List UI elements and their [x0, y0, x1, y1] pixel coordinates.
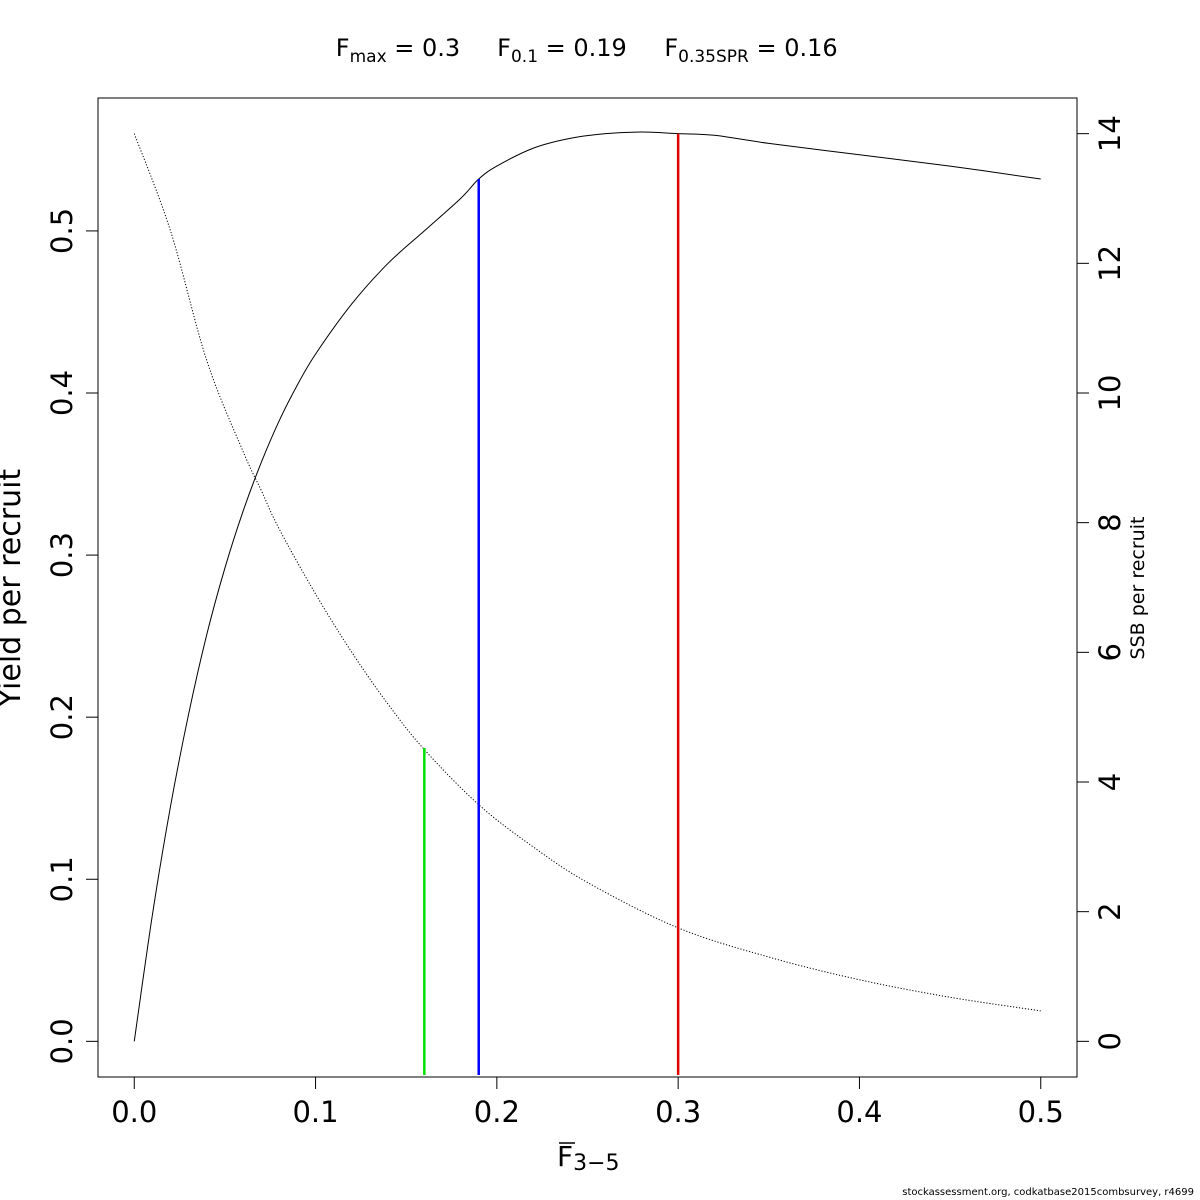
plot-frame	[97, 97, 1078, 1078]
title-fmax: Fmax = 0.3	[336, 34, 460, 67]
y-right-tick-label: 6	[1093, 643, 1127, 661]
y-axis-right: 0 2 4 6 8 10 12 14	[1076, 115, 1127, 1051]
footer-credit: stockassessment.org, codkatbase2015combs…	[902, 1187, 1194, 1198]
y-right-tick-label: 8	[1093, 513, 1127, 531]
x-tick-label: 0.0	[111, 1095, 157, 1129]
series-layer	[133, 131, 1041, 1042]
x-tick-label: 0.4	[836, 1095, 882, 1129]
x-tick-label: 0.1	[292, 1095, 338, 1129]
y-left-tick-label: 0.5	[45, 208, 79, 254]
y-right-tick-label: 0	[1093, 1032, 1127, 1050]
x-tick-label: 0.5	[1018, 1095, 1064, 1129]
y-right-tick-label: 14	[1093, 115, 1127, 152]
y-left-tick-label: 0.3	[45, 532, 79, 578]
y-left-tick-label: 0.4	[45, 370, 79, 416]
title-f35spr: F0.35SPR = 0.16	[664, 34, 837, 67]
svg-text:F3−5: F3−5	[557, 1140, 620, 1176]
y-right-tick-label: 12	[1093, 245, 1127, 282]
y-right-tick-label: 10	[1093, 375, 1127, 412]
y-axis-left-label: Yield per recruit	[0, 469, 28, 709]
y-right-tick-label: 4	[1093, 773, 1127, 791]
x-axis: 0.0 0.1 0.2 0.3 0.4 0.5	[111, 1076, 1064, 1129]
x-tick-label: 0.3	[655, 1095, 701, 1129]
chart-title: Fmax = 0.3	[336, 34, 460, 67]
reference-lines	[423, 133, 680, 1075]
x-axis-label: F3−5	[557, 1140, 620, 1176]
yield-per-recruit-line	[133, 131, 1041, 1042]
y-left-tick-label: 0.1	[45, 856, 79, 902]
x-tick-label: 0.2	[474, 1095, 520, 1129]
title-f01: F0.1 = 0.19	[497, 34, 627, 67]
ssb-per-recruit-line	[133, 133, 1041, 1012]
y-left-tick-label: 0.0	[45, 1018, 79, 1064]
y-axis-left: 0.0 0.1 0.2 0.3 0.4 0.5	[45, 208, 99, 1064]
y-left-tick-label: 0.2	[45, 694, 79, 740]
y-axis-right-label: SSB per recruit	[1127, 517, 1149, 660]
y-right-tick-label: 2	[1093, 902, 1127, 920]
